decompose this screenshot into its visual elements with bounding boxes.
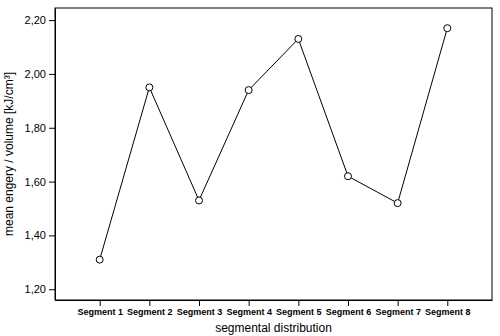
y-tick: 1,40 bbox=[25, 229, 55, 241]
chart: 1,201,401,601,802,002,20Segment 1Segment… bbox=[0, 0, 500, 336]
x-tick-label: Segment 7 bbox=[375, 307, 421, 317]
y-axis-line bbox=[55, 9, 56, 301]
x-tick-label: Segment 4 bbox=[226, 307, 272, 317]
x-tick: Segment 5 bbox=[276, 300, 322, 317]
y-tick-mark bbox=[49, 74, 55, 75]
x-tick: Segment 7 bbox=[375, 300, 421, 317]
x-tick-mark bbox=[298, 300, 299, 306]
y-tick-mark bbox=[49, 128, 55, 129]
y-tick-mark bbox=[49, 20, 55, 21]
y-tick-mark bbox=[49, 289, 55, 290]
data-line bbox=[100, 28, 448, 259]
x-tick: Segment 4 bbox=[226, 300, 272, 317]
x-axis: Segment 1 Segment 2 Segment 3Segment 4 Segm… bbox=[56, 300, 493, 317]
x-axis-line bbox=[56, 300, 493, 301]
x-tick-mark bbox=[100, 300, 101, 306]
x-tick-mark bbox=[348, 300, 349, 306]
y-tick: 1,80 bbox=[25, 122, 55, 134]
x-tick-label: Segment 1 bbox=[77, 307, 123, 317]
data-point bbox=[245, 87, 252, 94]
x-tick-label: Segment 6 bbox=[326, 307, 372, 317]
y-tick-label: 1,60 bbox=[25, 176, 46, 188]
x-tick-mark bbox=[249, 300, 250, 306]
y-tick-label: 1,80 bbox=[25, 122, 46, 134]
y-tick: 2,20 bbox=[25, 14, 55, 26]
series bbox=[96, 25, 451, 263]
data-point bbox=[344, 173, 351, 180]
y-tick: 1,20 bbox=[25, 283, 55, 295]
x-tick-mark bbox=[447, 300, 448, 306]
x-tick: Segment 1 bbox=[77, 300, 123, 317]
y-tick-label: 1,20 bbox=[25, 283, 46, 295]
x-tick-label: Segment 5 bbox=[276, 307, 322, 317]
x-tick: Segment 2 bbox=[127, 300, 173, 317]
y-tick-label: 2,20 bbox=[25, 14, 46, 26]
x-axis-title: segmental distribution bbox=[215, 321, 332, 335]
x-tick-mark bbox=[149, 300, 150, 306]
data-point bbox=[146, 84, 153, 91]
x-tick-label: Segment 2 bbox=[127, 307, 173, 317]
y-tick: 2,00 bbox=[25, 68, 55, 80]
y-axis: 1,20 1,40 1,60 1,80 2,00 2,20 bbox=[25, 9, 56, 301]
plot-frame bbox=[55, 8, 492, 300]
y-tick: 1,60 bbox=[25, 176, 55, 188]
data-point bbox=[295, 35, 302, 42]
y-tick-mark bbox=[49, 235, 55, 236]
y-tick-label: 1,40 bbox=[25, 229, 46, 241]
x-tick-mark bbox=[199, 300, 200, 306]
y-axis-title: mean engery / volume [kJ/cm³] bbox=[2, 72, 16, 236]
y-tick-mark bbox=[49, 182, 55, 183]
y-tick-label: 2,00 bbox=[25, 68, 46, 80]
x-tick: Segment 6 bbox=[326, 300, 372, 317]
x-tick: Segment 8 bbox=[425, 300, 471, 317]
data-point bbox=[96, 256, 103, 263]
x-tick-label: Segment 8 bbox=[425, 307, 471, 317]
x-tick: Segment 3 bbox=[177, 300, 223, 317]
x-tick-mark bbox=[398, 300, 399, 306]
data-point bbox=[196, 197, 203, 204]
plot: 1,201,401,601,802,002,20Segment 1Segment… bbox=[25, 8, 493, 317]
x-tick-label: Segment 3 bbox=[177, 307, 223, 317]
data-point bbox=[444, 25, 451, 32]
data-point bbox=[394, 200, 401, 207]
